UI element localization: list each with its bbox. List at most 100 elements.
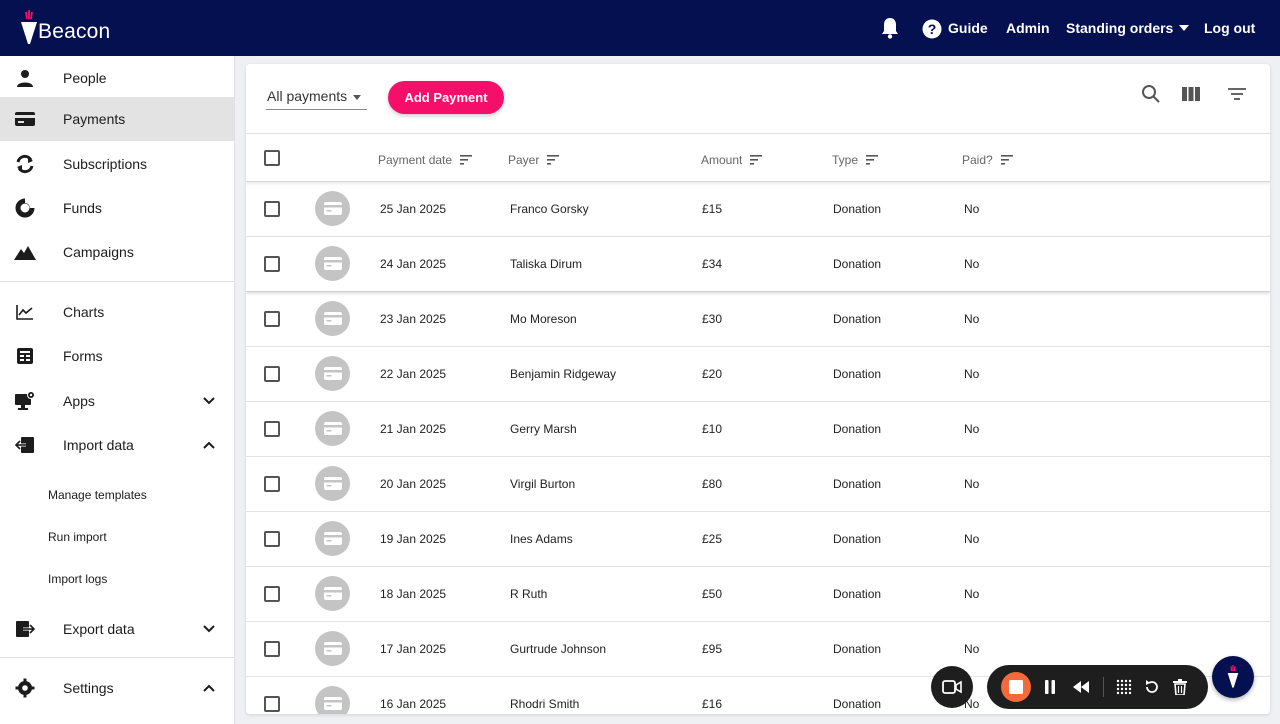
payment-date: 16 Jan 2025 <box>380 697 447 711</box>
table-row[interactable]: 21 Jan 2025 Gerry Marsh £10 Donation No <box>246 402 1270 457</box>
sidebar-item-forms[interactable]: Forms <box>0 334 234 378</box>
stop-recording-button[interactable] <box>1001 672 1031 702</box>
table-row[interactable]: 25 Jan 2025 Franco Gorsky £15 Donation N… <box>246 182 1270 237</box>
payment-amount: £80 <box>702 477 723 491</box>
column-header-paid[interactable]: Paid? <box>962 153 1013 167</box>
rewind-button[interactable] <box>1071 677 1091 697</box>
sidebar-item-payments[interactable]: Payments <box>0 97 234 141</box>
payer-name[interactable]: Taliska Dirum <box>510 257 583 271</box>
payer-name[interactable]: Franco Gorsky <box>510 202 589 216</box>
columns-icon[interactable] <box>1179 82 1203 106</box>
payment-amount: £10 <box>702 422 723 436</box>
guide-link[interactable]: Guide <box>948 20 988 36</box>
payer-name[interactable]: R Ruth <box>510 587 548 601</box>
filter-icon[interactable] <box>1225 82 1249 106</box>
delete-recording-button[interactable] <box>1170 677 1190 697</box>
payments-panel: All payments Add Payment Payment date Pa… <box>246 64 1270 714</box>
table-header: Payment date Payer Amount Type Paid? <box>246 133 1270 182</box>
standing-orders-menu[interactable]: Standing orders <box>1066 20 1190 36</box>
chevron-down-icon[interactable] <box>200 620 218 638</box>
payment-date: 19 Jan 2025 <box>380 532 447 546</box>
form-icon <box>14 345 36 367</box>
sort-icon <box>866 155 879 165</box>
payer-name[interactable]: Benjamin Ridgeway <box>510 367 617 381</box>
sidebar-subitem-run-import[interactable]: Run import <box>48 530 107 544</box>
table-row[interactable]: 16 Jan 2025 Rhodri Smith £16 Donation No <box>246 677 1270 714</box>
payment-type: Donation <box>833 532 882 546</box>
table-row[interactable]: 20 Jan 2025 Virgil Burton £80 Donation N… <box>246 457 1270 512</box>
notifications-bell-icon[interactable] <box>878 16 902 40</box>
row-checkbox[interactable] <box>264 696 280 712</box>
payment-paid: No <box>964 477 980 491</box>
sidebar-item-apps[interactable]: Apps <box>0 379 234 423</box>
restart-button[interactable] <box>1142 677 1162 697</box>
person-icon <box>14 67 36 89</box>
row-checkbox[interactable] <box>264 641 280 657</box>
select-all-checkbox[interactable] <box>264 150 280 166</box>
sidebar-item-settings[interactable]: Settings <box>0 666 234 710</box>
payer-name[interactable]: Ines Adams <box>510 532 573 546</box>
sidebar-item-label: Export data <box>63 621 135 637</box>
payer-name[interactable]: Mo Moreson <box>510 312 577 326</box>
payer-name[interactable]: Rhodri Smith <box>510 697 580 711</box>
sidebar-item-funds[interactable]: Funds <box>0 186 234 230</box>
donut-icon <box>14 197 36 219</box>
grid-button[interactable] <box>1114 677 1134 697</box>
table-row[interactable]: 17 Jan 2025 Gurtrude Johnson £95 Donatio… <box>246 622 1270 677</box>
payer-name[interactable]: Gerry Marsh <box>510 422 577 436</box>
sidebar-item-label: Settings <box>63 680 114 696</box>
table-row[interactable]: 22 Jan 2025 Benjamin Ridgeway £20 Donati… <box>246 347 1270 402</box>
admin-link[interactable]: Admin <box>1006 20 1050 36</box>
payment-paid: No <box>964 532 980 546</box>
column-header-type[interactable]: Type <box>832 153 879 167</box>
payments-filter-select[interactable]: All payments <box>266 86 367 110</box>
payment-amount: £16 <box>702 697 723 711</box>
sort-icon <box>460 155 473 165</box>
beacon-logo[interactable]: Beacon <box>18 8 110 48</box>
payer-name[interactable]: Gurtrude Johnson <box>510 642 607 656</box>
search-icon[interactable] <box>1139 82 1163 106</box>
row-checkbox[interactable] <box>264 586 280 602</box>
chevron-up-icon[interactable] <box>200 436 218 454</box>
beacon-help-button[interactable] <box>1212 656 1254 698</box>
row-checkbox[interactable] <box>264 366 280 382</box>
payment-card-icon <box>315 631 350 666</box>
row-checkbox[interactable] <box>264 531 280 547</box>
table-row[interactable]: 18 Jan 2025 R Ruth £50 Donation No <box>246 567 1270 622</box>
pause-recording-button[interactable] <box>1040 677 1060 697</box>
row-checkbox[interactable] <box>264 201 280 217</box>
row-checkbox[interactable] <box>264 476 280 492</box>
import-icon <box>14 434 36 456</box>
table-row[interactable]: 19 Jan 2025 Ines Adams £25 Donation No <box>246 512 1270 567</box>
mountain-icon <box>14 241 36 263</box>
sidebar-item-subscriptions[interactable]: Subscriptions <box>0 142 234 186</box>
sidebar-subitem-manage-templates[interactable]: Manage templates <box>48 488 147 502</box>
table-row[interactable]: 24 Jan 2025 Taliska Dirum £34 Donation N… <box>246 237 1270 292</box>
payer-name[interactable]: Virgil Burton <box>510 477 576 491</box>
add-payment-button[interactable]: Add Payment <box>388 81 504 114</box>
row-checkbox[interactable] <box>264 311 280 327</box>
logout-link[interactable]: Log out <box>1204 20 1256 36</box>
column-header-payment-date[interactable]: Payment date <box>378 153 473 167</box>
sidebar-item-campaigns[interactable]: Campaigns <box>0 230 234 274</box>
column-header-amount[interactable]: Amount <box>701 153 763 167</box>
payment-paid: No <box>964 257 980 271</box>
chevron-down-icon[interactable] <box>200 392 218 410</box>
table-row[interactable]: 23 Jan 2025 Mo Moreson £30 Donation No <box>246 292 1270 347</box>
caret-down-icon <box>1179 25 1190 31</box>
sidebar-subitem-import-logs[interactable]: Import logs <box>48 572 108 586</box>
column-header-payer[interactable]: Payer <box>508 153 560 167</box>
sidebar-item-people[interactable]: People <box>0 56 234 100</box>
recording-controls <box>987 665 1208 709</box>
row-checkbox[interactable] <box>264 256 280 272</box>
sidebar-item-label: Import data <box>63 437 134 453</box>
camera-toggle-button[interactable] <box>931 666 973 708</box>
sidebar-item-charts[interactable]: Charts <box>0 290 234 334</box>
caret-down-icon <box>353 95 361 100</box>
help-circle-icon[interactable]: ? <box>920 17 944 41</box>
payment-amount: £34 <box>702 257 723 271</box>
row-checkbox[interactable] <box>264 421 280 437</box>
sidebar-item-export-data[interactable]: Export data <box>0 607 234 651</box>
sidebar-item-import-data[interactable]: Import data <box>0 423 234 467</box>
chevron-up-icon[interactable] <box>200 679 218 697</box>
